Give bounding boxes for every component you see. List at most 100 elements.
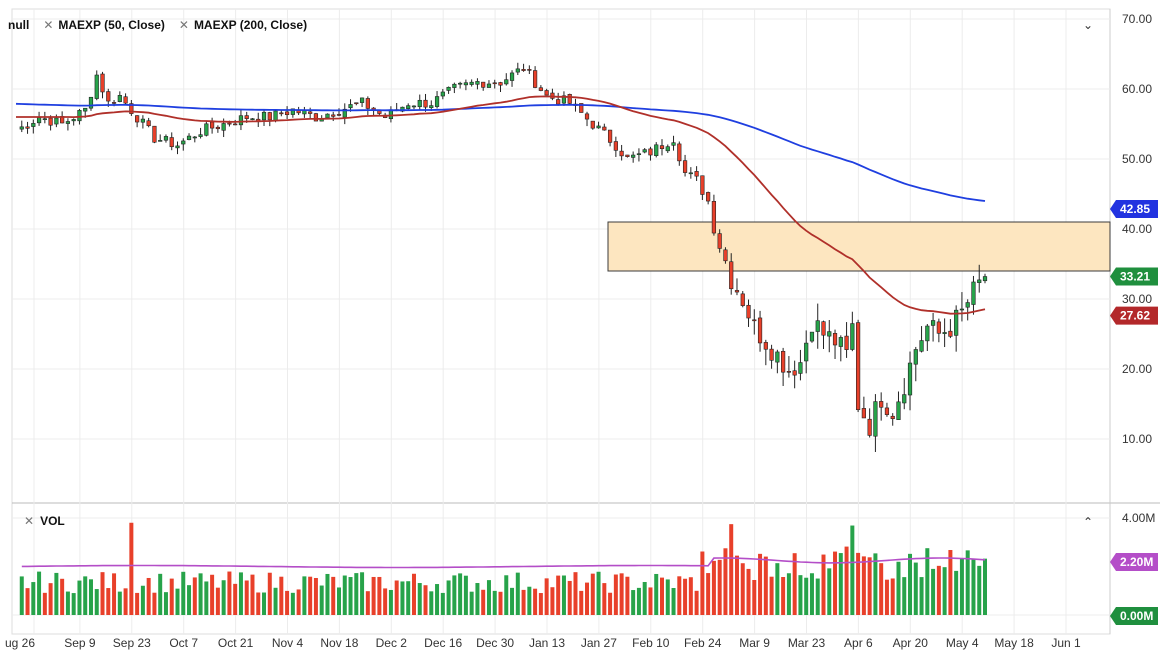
candle-body	[42, 118, 47, 120]
candle-body	[815, 320, 820, 332]
volume-bar	[706, 573, 711, 615]
x-tick-label: Oct 7	[169, 636, 198, 650]
candle-body	[959, 308, 965, 311]
volume-bar	[959, 558, 964, 615]
volume-bar	[671, 588, 676, 615]
candle-body	[740, 293, 745, 306]
volume-bar	[377, 576, 382, 615]
candle-body	[492, 82, 497, 85]
volume-bar	[481, 589, 486, 615]
candle-body	[204, 123, 209, 136]
volume-bar	[948, 550, 953, 615]
candle-body	[192, 136, 197, 139]
chart-legend: null ✕ MAEXP (50, Close) ✕ MAEXP (200, Clo…	[8, 18, 307, 32]
close-icon[interactable]: ✕	[43, 18, 54, 32]
volume-bar	[486, 580, 491, 615]
volume-bar	[423, 585, 428, 615]
x-tick-label: Feb 10	[632, 636, 670, 650]
volume-bar	[302, 576, 307, 615]
volume-bar	[677, 576, 682, 615]
candle-body	[688, 172, 693, 175]
candle-body	[717, 233, 722, 249]
volume-bar	[37, 571, 42, 615]
chevron-down-icon[interactable]: ⌄	[1083, 18, 1094, 32]
candle-body	[659, 145, 665, 150]
volume-bar	[440, 592, 445, 615]
volume-bar	[129, 522, 134, 615]
volume-bar	[285, 590, 290, 615]
candle-body	[434, 96, 440, 107]
candle-body	[734, 290, 740, 293]
candle-body	[781, 350, 786, 373]
volume-bar	[884, 579, 889, 615]
close-icon[interactable]: ✕	[178, 18, 189, 32]
candle-body	[861, 408, 866, 419]
volume-bar	[244, 580, 249, 615]
volume-bar	[908, 553, 913, 615]
candle-body	[31, 123, 36, 127]
volume-bar	[158, 573, 163, 615]
volume-bar	[631, 590, 636, 615]
last-price-tag-bg	[1110, 267, 1158, 286]
candle-body	[429, 105, 434, 109]
candle-body	[348, 104, 353, 109]
close-icon[interactable]: ✕	[24, 514, 35, 528]
volume-bar	[890, 578, 895, 615]
candle-body	[244, 115, 249, 119]
volume-bar	[544, 578, 549, 615]
candle-body	[83, 107, 88, 112]
candle-body	[642, 149, 647, 153]
candle-body	[890, 415, 895, 420]
volume-bar	[769, 576, 774, 615]
candle-body	[279, 112, 284, 115]
candle-body	[527, 69, 532, 71]
volume-bar	[394, 580, 399, 615]
volume-bar	[625, 576, 630, 615]
volume-bar	[521, 589, 526, 615]
candle-body	[631, 154, 636, 158]
ema200-value-tag: 42.85	[1120, 202, 1150, 216]
candle-body	[486, 83, 492, 88]
volume-bar	[596, 571, 601, 615]
volume-bar	[798, 575, 803, 615]
last-price-tag: 33.21	[1120, 270, 1150, 284]
volume-bar	[262, 592, 267, 615]
volume-bar	[538, 593, 543, 615]
volume-bar	[688, 577, 693, 615]
candle-body	[654, 144, 659, 156]
volume-zero-tag: 0.00M	[1120, 609, 1153, 623]
volume-bar	[931, 568, 936, 615]
volume-bar	[873, 553, 878, 615]
volume-bar	[348, 577, 353, 615]
x-tick-label: Jun 1	[1051, 636, 1081, 650]
candle-body	[440, 91, 445, 97]
candle-body	[452, 83, 457, 88]
volume-bar	[146, 577, 151, 615]
volume-bar	[561, 575, 566, 615]
candle-body	[140, 118, 145, 123]
candle-body	[607, 129, 613, 143]
volume-bar	[42, 592, 47, 615]
volume-bar	[181, 571, 186, 615]
candle-body	[94, 74, 99, 99]
candle-body	[152, 125, 157, 143]
volume-average-line	[21, 557, 986, 569]
chevron-up-icon[interactable]: ⌃	[1083, 515, 1094, 529]
volume-bar	[510, 587, 515, 615]
candle-body	[832, 333, 838, 346]
volume-bar	[19, 576, 24, 615]
volume-bar	[94, 589, 99, 615]
candle-body	[827, 331, 832, 337]
volume-bar	[342, 575, 347, 615]
volume-bar	[504, 575, 509, 615]
x-tick-label: Oct 21	[218, 636, 254, 650]
candle-body	[336, 114, 342, 116]
volume-bar	[31, 582, 36, 615]
volume-bar	[210, 574, 215, 615]
volume-bar	[221, 580, 226, 615]
candle-body	[106, 91, 111, 102]
candle-body	[354, 102, 359, 105]
volume-bar	[694, 590, 699, 615]
